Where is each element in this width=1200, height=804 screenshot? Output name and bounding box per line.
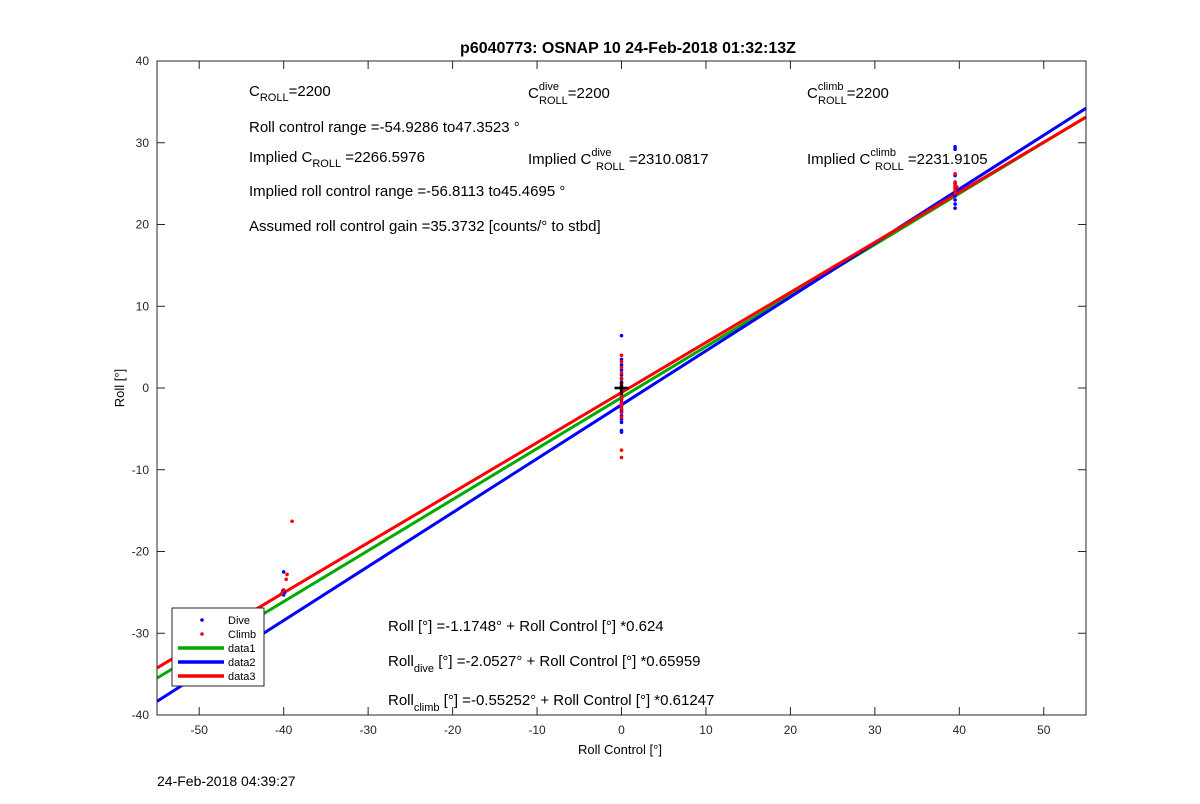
legend: Dive Climb data1 data2 data3 <box>171 607 265 687</box>
annotation-implied-c-dive: Implied Cdive ROLL =2310.0817 <box>528 147 709 173</box>
climb-point <box>619 403 624 407</box>
annotation-c-roll-dive: Cdive ROLL=2200 <box>528 81 610 107</box>
climb-point <box>619 353 624 358</box>
y-tick-label: 40 <box>136 54 150 68</box>
climb-point <box>619 396 624 401</box>
climb-point <box>954 185 959 189</box>
x-tick-label: 40 <box>953 723 967 737</box>
dive-point <box>953 147 957 152</box>
x-tick-label: 10 <box>699 723 713 737</box>
dive-point <box>953 198 957 202</box>
legend-item-data1: data1 <box>178 643 256 655</box>
origin-marker <box>614 381 629 395</box>
annotation-roll-control-range: Roll control range =-54.9286 to47.3523 ° <box>249 119 520 136</box>
x-tick-label: -40 <box>275 723 293 737</box>
legend-label: data3 <box>228 671 256 683</box>
climb-point <box>619 406 624 411</box>
annotation-c-roll-climb: Cclimb ROLL=2200 <box>807 81 889 107</box>
y-tick-label: 20 <box>136 218 150 232</box>
legend-item-data2: data2 <box>178 657 256 669</box>
climb-point <box>619 371 624 376</box>
fit-equation-climb: Rollclimb [°] =-0.55252° + Roll Control … <box>388 692 714 714</box>
y-axis-label: Roll [°] <box>112 369 127 407</box>
ticks-layer: -50 -40 -30 -20 -10 0 10 20 30 40 50 -40 -30 -20 -10 0 1… <box>132 54 1086 737</box>
annotation-c-roll: CROLL=2200 <box>249 83 331 104</box>
x-tick-label: 30 <box>868 723 882 737</box>
y-tick-label: 10 <box>136 299 150 313</box>
x-tick-label: -50 <box>191 723 209 737</box>
climb-point <box>619 415 624 420</box>
dive-point <box>953 206 957 210</box>
legend-label: Climb <box>228 629 256 641</box>
climb-point <box>953 172 957 176</box>
x-tick-label: 50 <box>1037 723 1051 737</box>
legend-swatch <box>200 618 204 622</box>
climb-point <box>619 365 624 370</box>
fit-equation-all: Roll [°] =-1.1748° + Roll Control [°] *0… <box>388 618 664 635</box>
figure-timestamp: 24-Feb-2018 04:39:27 <box>157 773 296 789</box>
y-tick-label: -30 <box>132 626 150 640</box>
x-tick-label: -10 <box>528 723 546 737</box>
legend-swatch <box>200 632 204 636</box>
climb-point <box>284 577 289 582</box>
dive-point <box>281 570 286 574</box>
climb-point <box>953 188 957 192</box>
annotation-implied-c-roll: Implied CROLL =2266.5976 <box>249 149 425 170</box>
x-tick-label: 0 <box>618 723 625 737</box>
climb-point <box>619 455 624 460</box>
dive-point <box>619 430 624 434</box>
climb-point <box>953 180 957 184</box>
legend-item-dive: Dive <box>200 615 250 627</box>
legend-item-climb: Climb <box>200 629 256 641</box>
climb-point <box>281 588 286 592</box>
legend-label: data2 <box>228 657 256 669</box>
annotation-implied-range: Implied roll control range =-56.8113 to4… <box>249 183 565 200</box>
dive-point <box>619 420 624 425</box>
dive-point <box>619 333 624 338</box>
climb-point <box>280 591 284 595</box>
climb-point <box>619 410 624 415</box>
fit-equation-dive: Rolldive [°] =-2.0527° + Roll Control [°… <box>388 653 701 675</box>
climb-point <box>285 572 289 577</box>
x-axis-label: Roll Control [°] <box>578 742 662 757</box>
y-tick-label: -10 <box>132 463 150 477</box>
climb-point <box>619 400 624 404</box>
climb-point <box>953 191 957 196</box>
x-tick-label: -30 <box>359 723 377 737</box>
x-tick-label: -20 <box>444 723 462 737</box>
climb-point <box>290 519 294 524</box>
y-tick-label: 30 <box>136 136 150 150</box>
annotation-gain: Assumed roll control gain =35.3732 [coun… <box>249 218 601 235</box>
y-tick-label: -20 <box>132 545 150 559</box>
x-tick-label: 20 <box>784 723 798 737</box>
climb-point <box>619 448 624 452</box>
legend-label: data1 <box>228 643 256 655</box>
dive-point <box>953 202 957 206</box>
climb-point <box>619 360 624 364</box>
annotations: CROLL=2200 Cdive ROLL=2200 Cclimb ROLL=220… <box>249 81 988 714</box>
y-tick-label: 0 <box>142 381 149 395</box>
chart-title: p6040773: OSNAP 10 24-Feb-2018 01:32:13Z <box>460 40 796 57</box>
y-tick-label: -40 <box>132 708 150 722</box>
legend-item-data3: data3 <box>178 671 256 683</box>
legend-label: Dive <box>228 615 250 627</box>
climb-point <box>619 376 624 380</box>
annotation-implied-c-climb: Implied Cclimb ROLL =2231.9105 <box>807 147 988 173</box>
series-layer <box>156 106 1087 703</box>
